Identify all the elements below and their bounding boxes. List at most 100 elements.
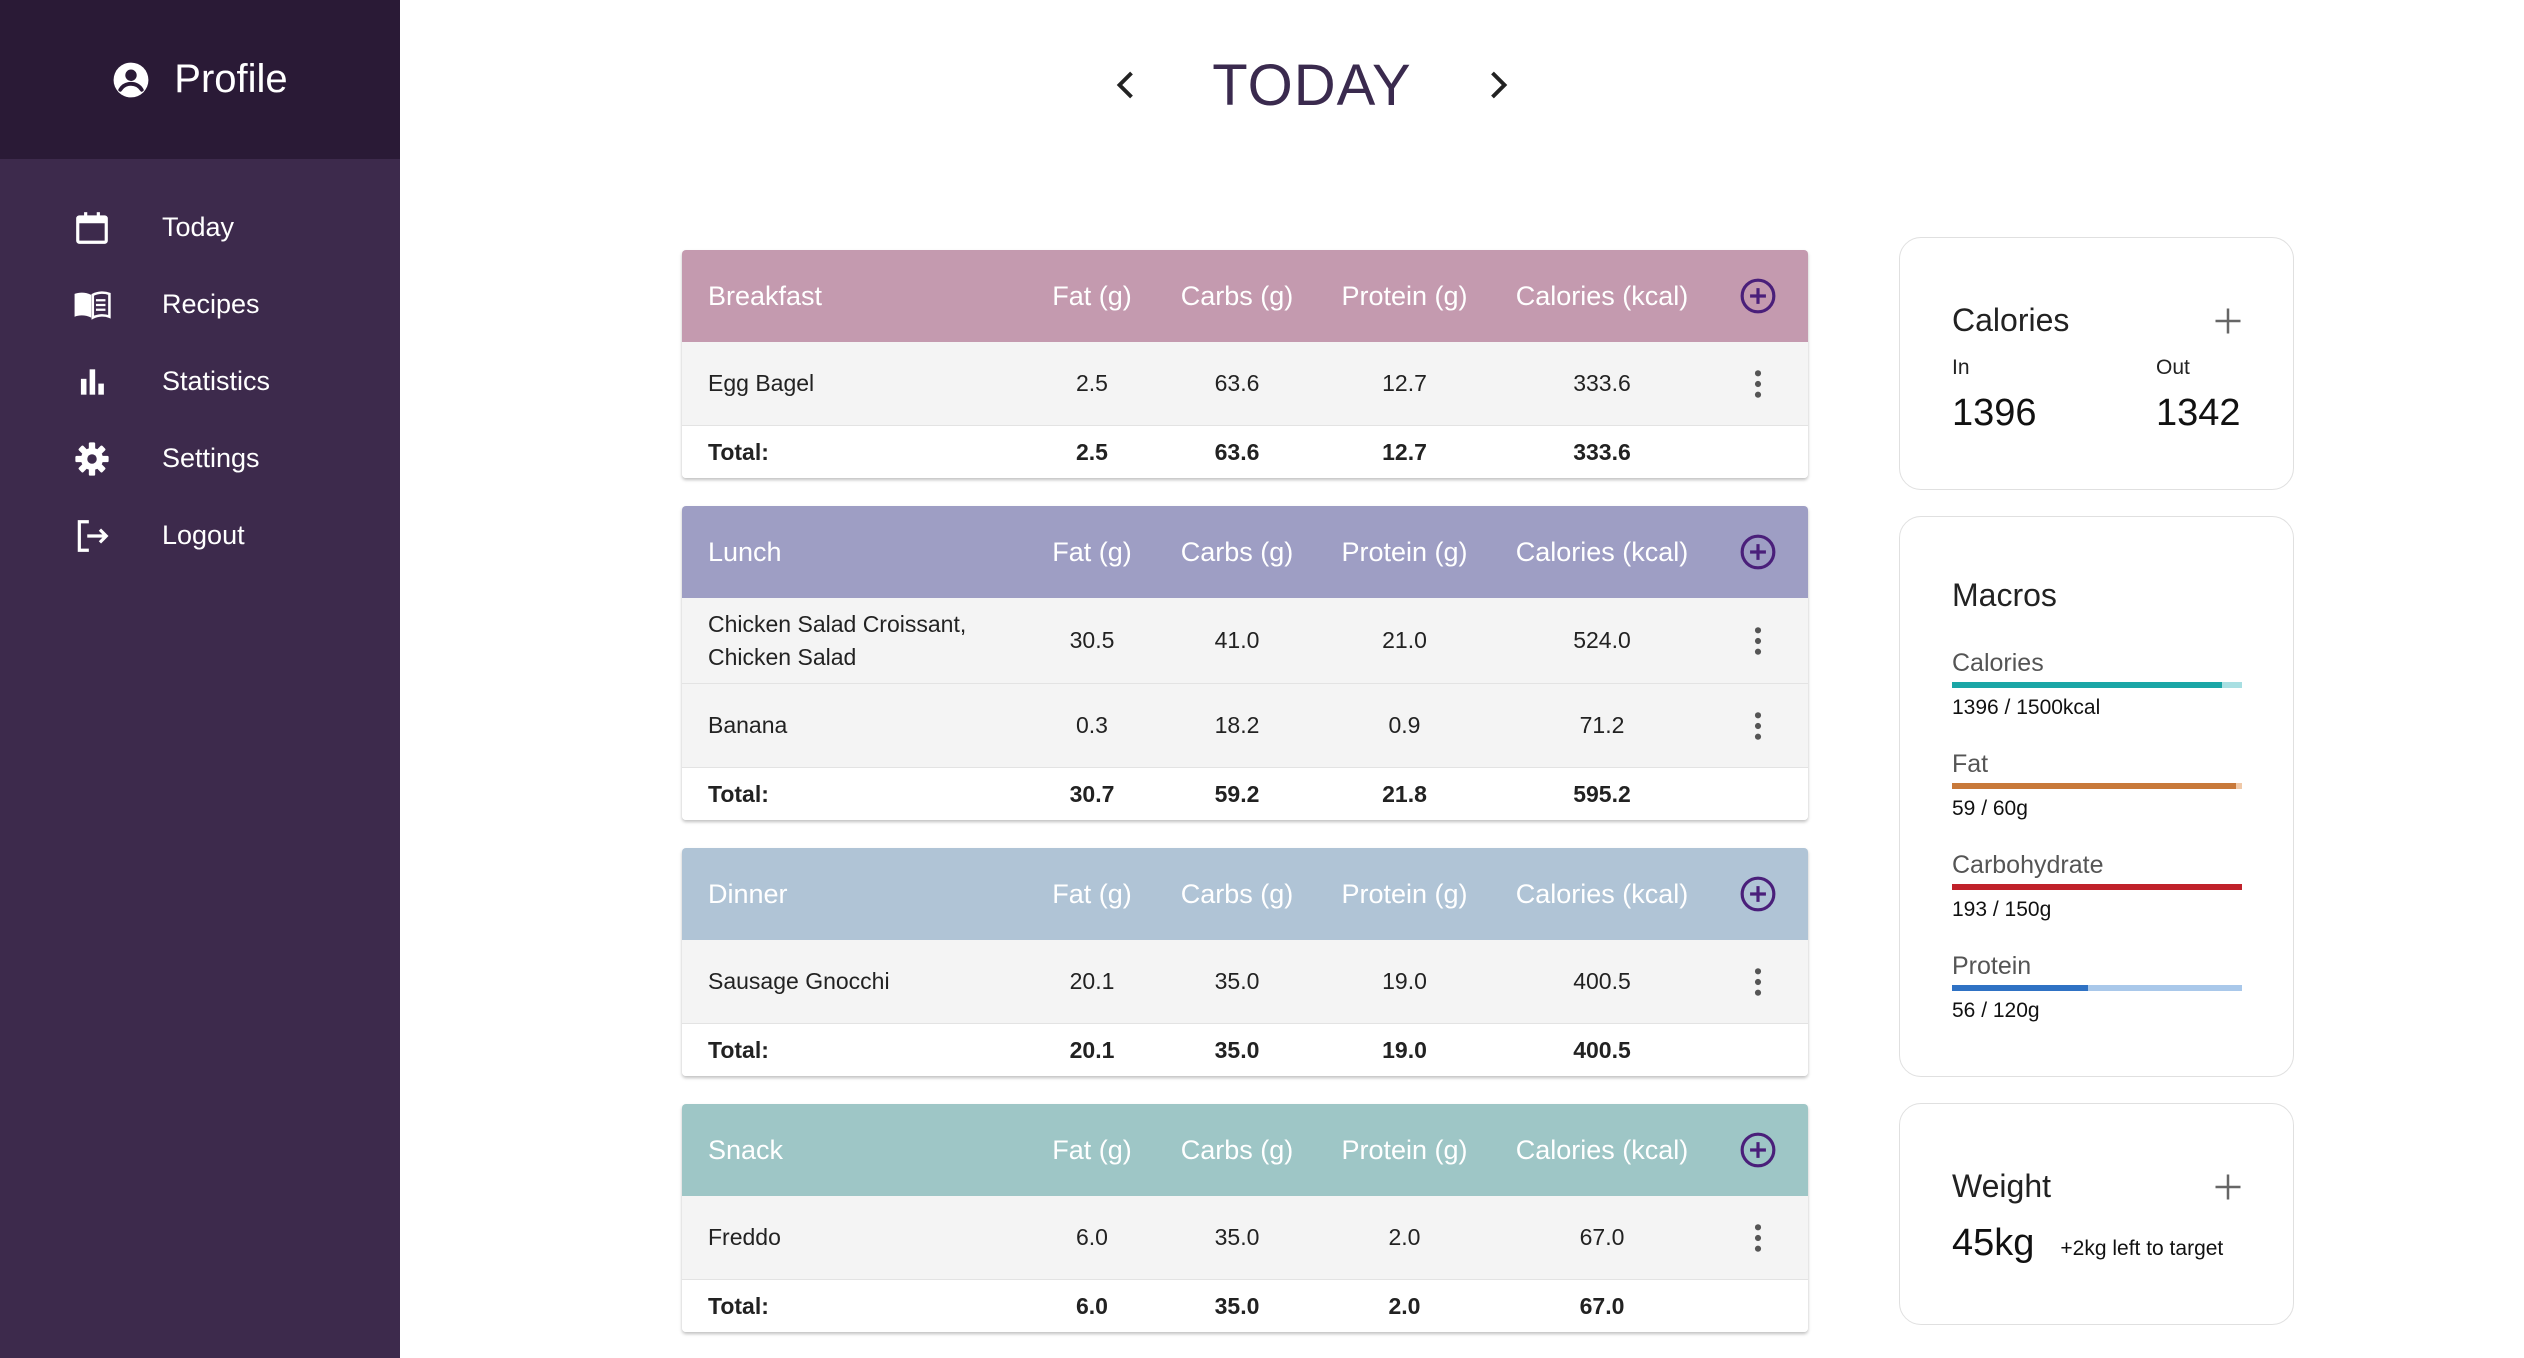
protein-value: 12.7 [1382, 370, 1427, 396]
more-vertical-icon [1754, 626, 1761, 655]
book-icon [70, 283, 114, 327]
sidebar-header: Profile [0, 0, 400, 159]
meal-name: Lunch [708, 536, 782, 567]
protein-value: 21.0 [1382, 627, 1427, 653]
total-row: Total: 20.1 35.0 19.0 400.5 [682, 1024, 1808, 1076]
more-vertical-icon [1754, 711, 1761, 740]
total-label: Total: [708, 1036, 769, 1063]
account-circle-icon [113, 62, 149, 97]
logout-icon [70, 514, 114, 558]
row-menu-button[interactable] [1707, 710, 1808, 742]
macro-progress-fill [1952, 884, 2242, 890]
carbs-value: 63.6 [1214, 370, 1260, 396]
food-name: Sausage Gnocchi [708, 968, 890, 994]
macro-fat: Fat 59 / 60g [1952, 750, 2242, 821]
sidebar-nav: Today Recipes Statistics Settings Logout [0, 159, 400, 574]
add-food-button[interactable] [1707, 533, 1808, 571]
column-header-carbs: Carbs (g) [1180, 878, 1294, 909]
macro-name: Carbohydrate [1952, 851, 2104, 879]
total-fat: 30.7 [1069, 780, 1115, 807]
column-header-carbs: Carbs (g) [1180, 536, 1294, 567]
sidebar-item-settings[interactable]: Settings [0, 420, 400, 497]
column-header-calories: Calories (kcal) [1515, 878, 1689, 909]
meal-name: Dinner [708, 878, 788, 909]
total-carbs: 63.6 [1214, 438, 1260, 465]
sidebar-item-label: Logout [162, 520, 245, 550]
macro-progress-fill [1952, 682, 2222, 688]
calories-out: Out 1342 [2156, 356, 2241, 435]
add-food-button[interactable] [1707, 277, 1808, 315]
bar-chart-icon [70, 360, 114, 404]
sidebar-item-recipes[interactable]: Recipes [0, 266, 400, 343]
total-label: Total: [708, 780, 769, 807]
macro-name: Protein [1952, 952, 2032, 980]
carbs-value: 41.0 [1214, 627, 1260, 653]
calories-value: 333.6 [1573, 370, 1631, 396]
column-header-fat: Fat (g) [1052, 1134, 1132, 1165]
fat-value: 6.0 [1076, 1224, 1108, 1250]
more-vertical-icon [1754, 967, 1761, 996]
row-menu-button[interactable] [1707, 1222, 1808, 1254]
sidebar-item-label: Statistics [162, 366, 271, 396]
add-weight-button[interactable] [2213, 1172, 2243, 1202]
macro-name: Fat [1952, 750, 1989, 778]
sidebar-item-logout[interactable]: Logout [0, 497, 400, 574]
food-name: Egg Bagel [708, 370, 815, 396]
total-label: Total: [708, 1292, 769, 1319]
calories-in-label: In [1952, 356, 1970, 379]
protein-value: 2.0 [1388, 1224, 1421, 1250]
calories-value: 71.2 [1579, 712, 1625, 738]
total-protein: 12.7 [1382, 438, 1427, 465]
macro-calories: Calories 1396 / 1500kcal [1952, 649, 2242, 720]
total-fat: 20.1 [1069, 1036, 1115, 1063]
total-calories: 67.0 [1579, 1292, 1625, 1319]
calories-in: In 1396 [1952, 356, 2037, 435]
add-calories-button[interactable] [2213, 306, 2243, 336]
row-menu-button[interactable] [1707, 966, 1808, 998]
column-header-fat: Fat (g) [1052, 280, 1132, 311]
calories-value: 524.0 [1573, 627, 1631, 653]
profile-label: Profile [174, 57, 288, 101]
column-header-protein: Protein (g) [1341, 1134, 1468, 1165]
macros-card-title: Macros [1952, 577, 2057, 613]
next-day-button[interactable] [1462, 50, 1532, 120]
macro-amount: 56 / 120g [1952, 999, 2040, 1022]
meal-table-lunch: Lunch Fat (g) Carbs (g) Protein (g) Calo… [682, 506, 1808, 820]
gear-icon [70, 437, 114, 481]
total-protein: 19.0 [1382, 1036, 1427, 1063]
calories-out-label: Out [2156, 356, 2190, 379]
column-header-protein: Protein (g) [1341, 878, 1468, 909]
macro-amount: 193 / 150g [1952, 898, 2052, 921]
add-food-button[interactable] [1707, 875, 1808, 913]
sidebar-item-statistics[interactable]: Statistics [0, 343, 400, 420]
total-protein: 21.8 [1382, 780, 1427, 807]
meal-header: Dinner Fat (g) Carbs (g) Protein (g) Cal… [682, 848, 1808, 940]
column-header-calories: Calories (kcal) [1515, 280, 1689, 311]
meal-name: Breakfast [708, 280, 823, 311]
calories-card: Calories In 1396 Out 1342 [1899, 237, 2294, 490]
sidebar-item-today[interactable]: Today [0, 189, 400, 266]
weight-card: Weight 45kg +2kg left to target [1899, 1103, 2294, 1325]
total-row: Total: 2.5 63.6 12.7 333.6 [682, 426, 1808, 478]
column-header-protein: Protein (g) [1341, 536, 1468, 567]
more-vertical-icon [1754, 369, 1761, 398]
table-row: Chicken Salad Croissant, Chicken Salad 3… [682, 598, 1808, 684]
macro-progress-bar [1952, 985, 2242, 991]
date-navigator: TODAY [1092, 50, 1531, 120]
add-food-button[interactable] [1707, 1131, 1808, 1169]
fat-value: 30.5 [1069, 627, 1115, 653]
calories-value: 400.5 [1573, 968, 1631, 994]
weight-target-note: +2kg left to target [2060, 1237, 2224, 1260]
total-calories: 400.5 [1573, 1036, 1631, 1063]
meal-header: Lunch Fat (g) Carbs (g) Protein (g) Calo… [682, 506, 1808, 598]
food-name: Freddo [708, 1224, 781, 1250]
more-vertical-icon [1754, 1223, 1761, 1252]
row-menu-button[interactable] [1707, 625, 1808, 657]
profile-link[interactable]: Profile [112, 57, 288, 102]
fat-value: 20.1 [1069, 968, 1115, 994]
sidebar-item-label: Settings [162, 443, 260, 473]
macro-protein: Protein 56 / 120g [1952, 952, 2242, 1023]
row-menu-button[interactable] [1707, 368, 1808, 400]
table-row: Freddo 6.0 35.0 2.0 67.0 [682, 1196, 1808, 1280]
previous-day-button[interactable] [1092, 50, 1162, 120]
